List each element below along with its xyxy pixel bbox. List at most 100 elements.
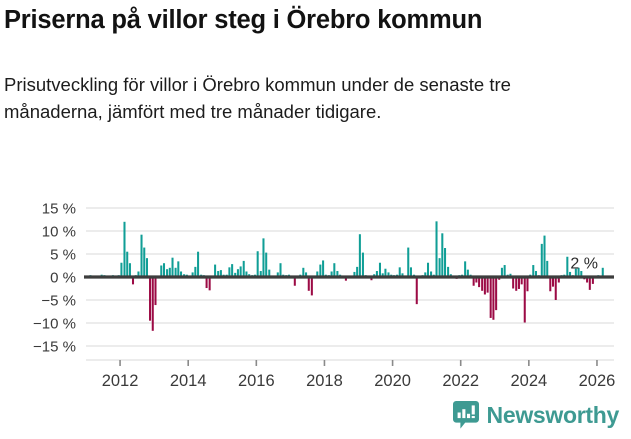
- x-axis-tick-label: 2026: [579, 372, 616, 387]
- bar: [523, 277, 526, 323]
- bar: [262, 238, 265, 277]
- bar: [444, 248, 447, 277]
- y-axis-labels-group: 15 % 10 % 5 % 0 % −5 % −10 % −15 %: [33, 201, 76, 356]
- bar: [162, 263, 166, 277]
- x-axis-tick-label: 2020: [374, 372, 411, 387]
- bar: [242, 260, 245, 277]
- bar: [191, 272, 194, 277]
- bar: [305, 272, 308, 277]
- bar: [552, 277, 555, 287]
- gridlines-group: [86, 207, 614, 347]
- x-axis-tick-label: 2022: [442, 372, 479, 387]
- bar: [430, 271, 433, 277]
- bar: [279, 263, 282, 277]
- bar: [197, 251, 200, 277]
- bar: [526, 277, 529, 292]
- bar: [319, 264, 322, 277]
- bar: [208, 277, 211, 291]
- bar: [515, 277, 518, 291]
- bar: [276, 272, 279, 277]
- bar: [517, 277, 520, 289]
- bar: [353, 271, 356, 277]
- bar: [344, 277, 347, 281]
- bar: [441, 233, 444, 277]
- bar: [154, 277, 157, 306]
- bar: [407, 247, 410, 277]
- bar: [466, 269, 469, 277]
- bar: [358, 234, 361, 277]
- bar: [588, 277, 591, 290]
- bar: [543, 235, 546, 277]
- bar: [120, 262, 123, 277]
- bar: [566, 256, 569, 277]
- bar: [586, 277, 589, 283]
- bar: [126, 251, 129, 277]
- bar: [601, 267, 604, 277]
- x-axis-labels-group: 2012 2014 2016 2018 2020 2022 2024 2026: [86, 359, 616, 387]
- page-subtitle: Prisutveckling för villor i Örebro kommu…: [4, 74, 511, 122]
- bar: [333, 263, 336, 277]
- y-axis-tick-label: −15 %: [33, 339, 76, 356]
- value-annotation-group: 2 %: [570, 255, 598, 272]
- bar: [151, 277, 154, 331]
- bar: [177, 261, 180, 277]
- bar: [554, 277, 557, 300]
- bar: [381, 273, 384, 277]
- bar: [123, 221, 126, 277]
- bar: [293, 277, 296, 286]
- bar: [245, 271, 248, 277]
- bar: [435, 221, 438, 277]
- bar: [415, 277, 418, 305]
- bar: [549, 277, 552, 292]
- bar: [574, 268, 577, 277]
- bar: [149, 277, 152, 321]
- bars-group: [86, 221, 604, 331]
- bar: [409, 267, 412, 277]
- bar: [361, 252, 364, 277]
- bar: [302, 267, 305, 277]
- bar: [503, 265, 506, 277]
- bar: [370, 277, 373, 281]
- x-axis-tick-label: 2018: [306, 372, 343, 387]
- bar: [447, 266, 450, 277]
- bar-chart: 15 % 10 % 5 % 0 % −5 % −10 % −15 % 2012 2014 201…: [0, 192, 631, 388]
- bar: [401, 273, 404, 277]
- bar: [180, 271, 183, 277]
- x-axis-tick-label: 2012: [102, 372, 139, 387]
- bar: [256, 251, 259, 277]
- x-axis-tick-label: 2016: [238, 372, 275, 387]
- bar: [239, 266, 242, 277]
- bar: [231, 264, 234, 277]
- bar: [137, 271, 140, 277]
- bar: [171, 257, 174, 277]
- bar: [259, 271, 262, 277]
- bar: [512, 277, 515, 289]
- bar: [128, 263, 131, 277]
- bar: [236, 269, 239, 277]
- bar: [265, 252, 268, 277]
- bar: [228, 267, 231, 277]
- bar: [580, 271, 583, 277]
- y-axis-tick-label: −5 %: [41, 293, 76, 310]
- bar: [219, 270, 222, 277]
- y-axis-tick-label: 5 %: [50, 247, 76, 264]
- bar: [268, 269, 271, 277]
- bar: [532, 265, 535, 277]
- bar: [168, 267, 171, 277]
- bar: [316, 271, 319, 277]
- y-axis-tick-label: 10 %: [42, 224, 76, 241]
- bar: [591, 277, 594, 284]
- bar: [131, 277, 135, 285]
- bar: [310, 277, 313, 296]
- bar: [489, 277, 492, 318]
- y-axis-tick-label: −10 %: [33, 316, 76, 333]
- bar: [546, 260, 549, 277]
- bar: [384, 268, 387, 277]
- bar: [307, 277, 310, 291]
- bar: [577, 267, 580, 277]
- bar: [234, 272, 237, 277]
- newsworthy-logo[interactable]: Newsworthy: [452, 401, 619, 429]
- bar: [205, 277, 208, 289]
- bar: [475, 277, 478, 283]
- bar: [145, 258, 148, 277]
